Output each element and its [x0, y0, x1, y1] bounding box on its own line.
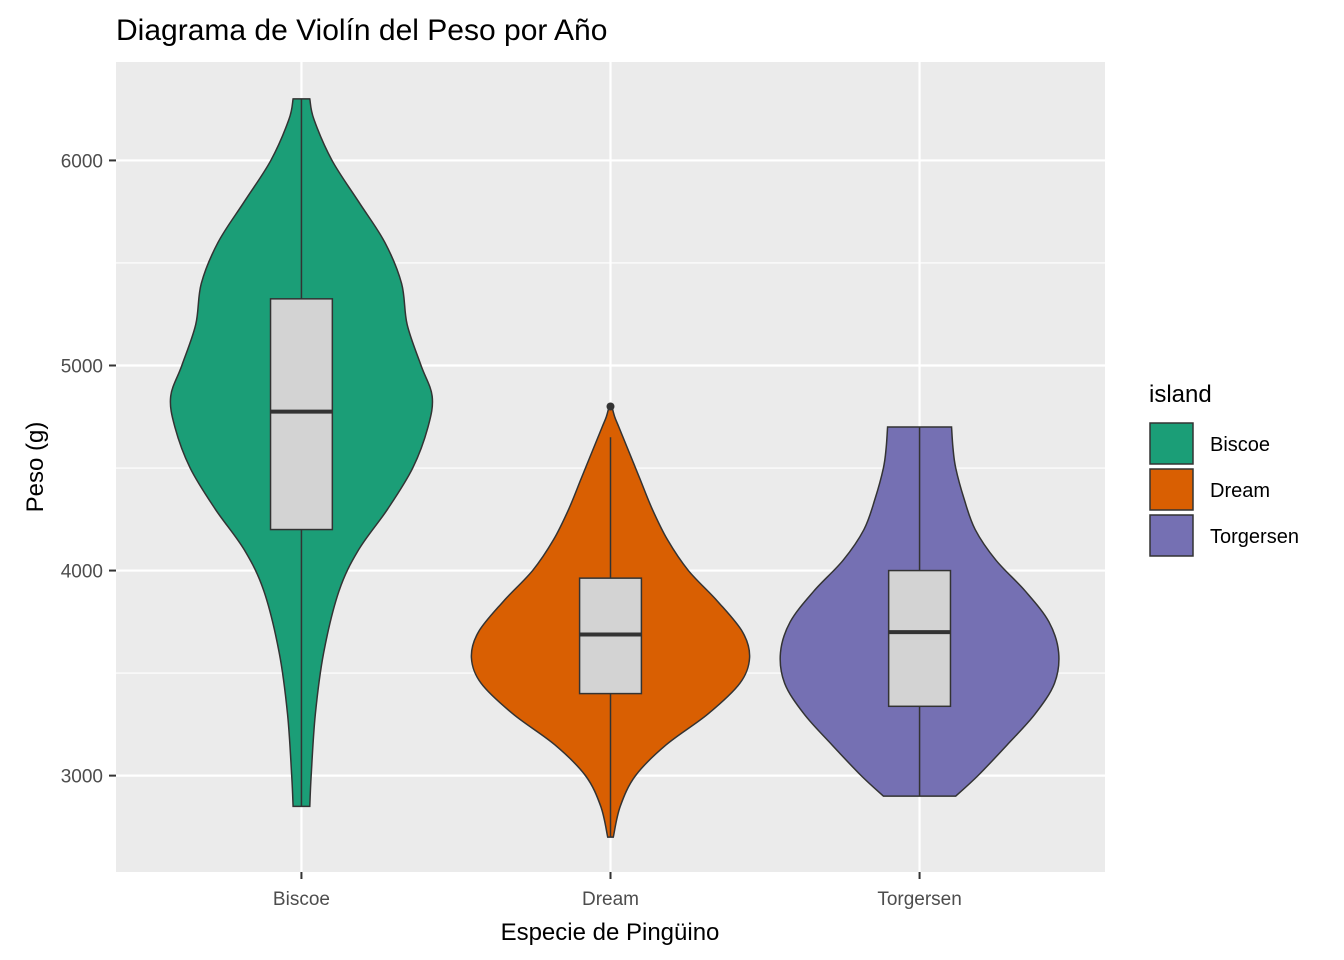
legend: island Biscoe Dream Torgersen [1149, 381, 1299, 557]
legend-title: island [1149, 381, 1212, 408]
box-torgersen [887, 569, 952, 708]
chart-title: Diagrama de Violín del Peso por Año [116, 14, 607, 47]
y-tick-label: 5000 [61, 356, 103, 377]
outlier-point [606, 402, 615, 411]
legend-label: Biscoe [1210, 434, 1270, 456]
x-tick-label: Biscoe [273, 889, 330, 910]
box-biscoe [269, 298, 334, 531]
legend-entries: Biscoe Dream Torgersen [1149, 422, 1299, 557]
x-tick-label: Dream [582, 889, 639, 910]
legend-key-torgersen [1149, 514, 1194, 557]
boxplots [269, 98, 952, 838]
legend-key-dream [1149, 468, 1194, 511]
x-axis-title: Especie de Pingüino [501, 919, 720, 946]
legend-label: Dream [1210, 480, 1270, 502]
y-tick-label: 6000 [61, 151, 103, 172]
y-tick-label: 3000 [61, 767, 103, 788]
y-axis-title: Peso (g) [22, 422, 49, 513]
x-tick-label: Torgersen [877, 889, 962, 910]
axes: 3000 4000 5000 6000 Biscoe Dream Torgersen [61, 151, 962, 910]
legend-key-biscoe [1149, 422, 1194, 465]
y-tick-label: 4000 [61, 562, 103, 583]
legend-label: Torgersen [1210, 526, 1299, 548]
